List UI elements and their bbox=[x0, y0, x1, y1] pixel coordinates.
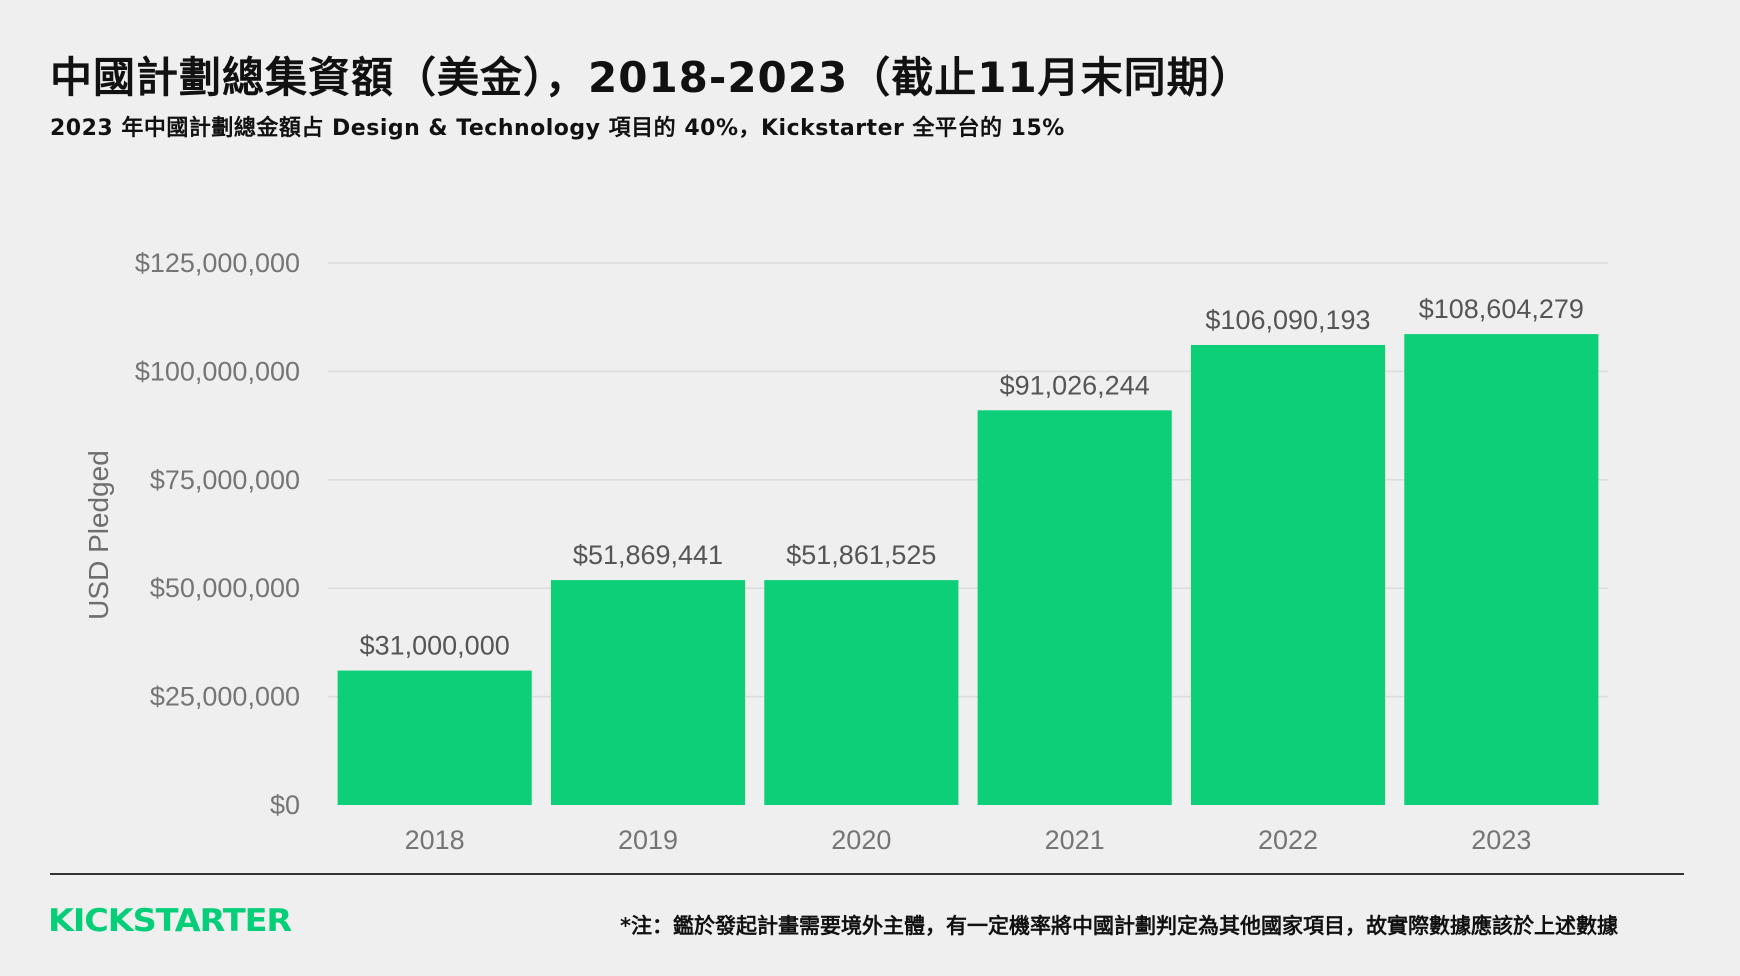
data-label-2023: $108,604,279 bbox=[1419, 294, 1584, 324]
y-tick-label: $125,000,000 bbox=[135, 248, 300, 278]
bars bbox=[337, 334, 1599, 805]
data-label-2019: $51,869,441 bbox=[573, 540, 723, 570]
chart-subtitle: 2023 年中國計劃總金額占 Design & Technology 項目的 4… bbox=[50, 116, 1065, 141]
x-tick-label: 2020 bbox=[831, 825, 891, 855]
data-label-2021: $91,026,244 bbox=[1000, 370, 1150, 400]
kickstarter-logo: KICKSTARTER bbox=[48, 903, 292, 939]
data-label-2018: $31,000,000 bbox=[360, 631, 510, 661]
bar-2020 bbox=[764, 580, 959, 805]
y-tick-label: $75,000,000 bbox=[150, 465, 300, 495]
gridlines bbox=[328, 262, 1608, 698]
y-tick-label: $0 bbox=[270, 790, 300, 820]
bar-2022 bbox=[1190, 344, 1386, 805]
x-tick-label: 2022 bbox=[1258, 825, 1318, 855]
bar-chart: $0 $25,000,000 $50,000,000 $75,000,000 $100,… bbox=[83, 248, 1608, 855]
x-tick-label: 2019 bbox=[618, 825, 678, 855]
data-labels: $31,000,000 $51,869,441 $51,861,525 $91,026… bbox=[360, 294, 1584, 660]
y-tick-label: $50,000,000 bbox=[150, 573, 300, 603]
y-tick-label: $25,000,000 bbox=[150, 682, 300, 712]
data-label-2020: $51,861,525 bbox=[786, 540, 936, 570]
y-axis-title: USD Pledged bbox=[83, 450, 114, 620]
bar-2021 bbox=[977, 410, 1172, 805]
chart-title: 中國計劃總集資額（美金），2018-2023（截止11月末同期） bbox=[50, 53, 1253, 102]
data-label-2022: $106,090,193 bbox=[1205, 305, 1370, 335]
x-tick-label: 2023 bbox=[1471, 825, 1531, 855]
y-axis-tick-labels: $0 $25,000,000 $50,000,000 $75,000,000 $100,… bbox=[135, 248, 300, 820]
footnote: *注：鑑於發起計畫需要境外主體，有一定機率將中國計劃判定為其他國家項目，故實際數… bbox=[620, 914, 1618, 938]
bar-2018 bbox=[337, 670, 532, 805]
bar-2023 bbox=[1404, 334, 1599, 805]
y-tick-label: $100,000,000 bbox=[135, 356, 300, 386]
x-tick-label: 2021 bbox=[1045, 825, 1105, 855]
footer-divider bbox=[50, 873, 1684, 875]
x-tick-label: 2018 bbox=[405, 825, 465, 855]
x-axis-tick-labels: 2018 2019 2020 2021 2022 2023 bbox=[405, 825, 1532, 855]
bar-2019 bbox=[550, 580, 746, 805]
